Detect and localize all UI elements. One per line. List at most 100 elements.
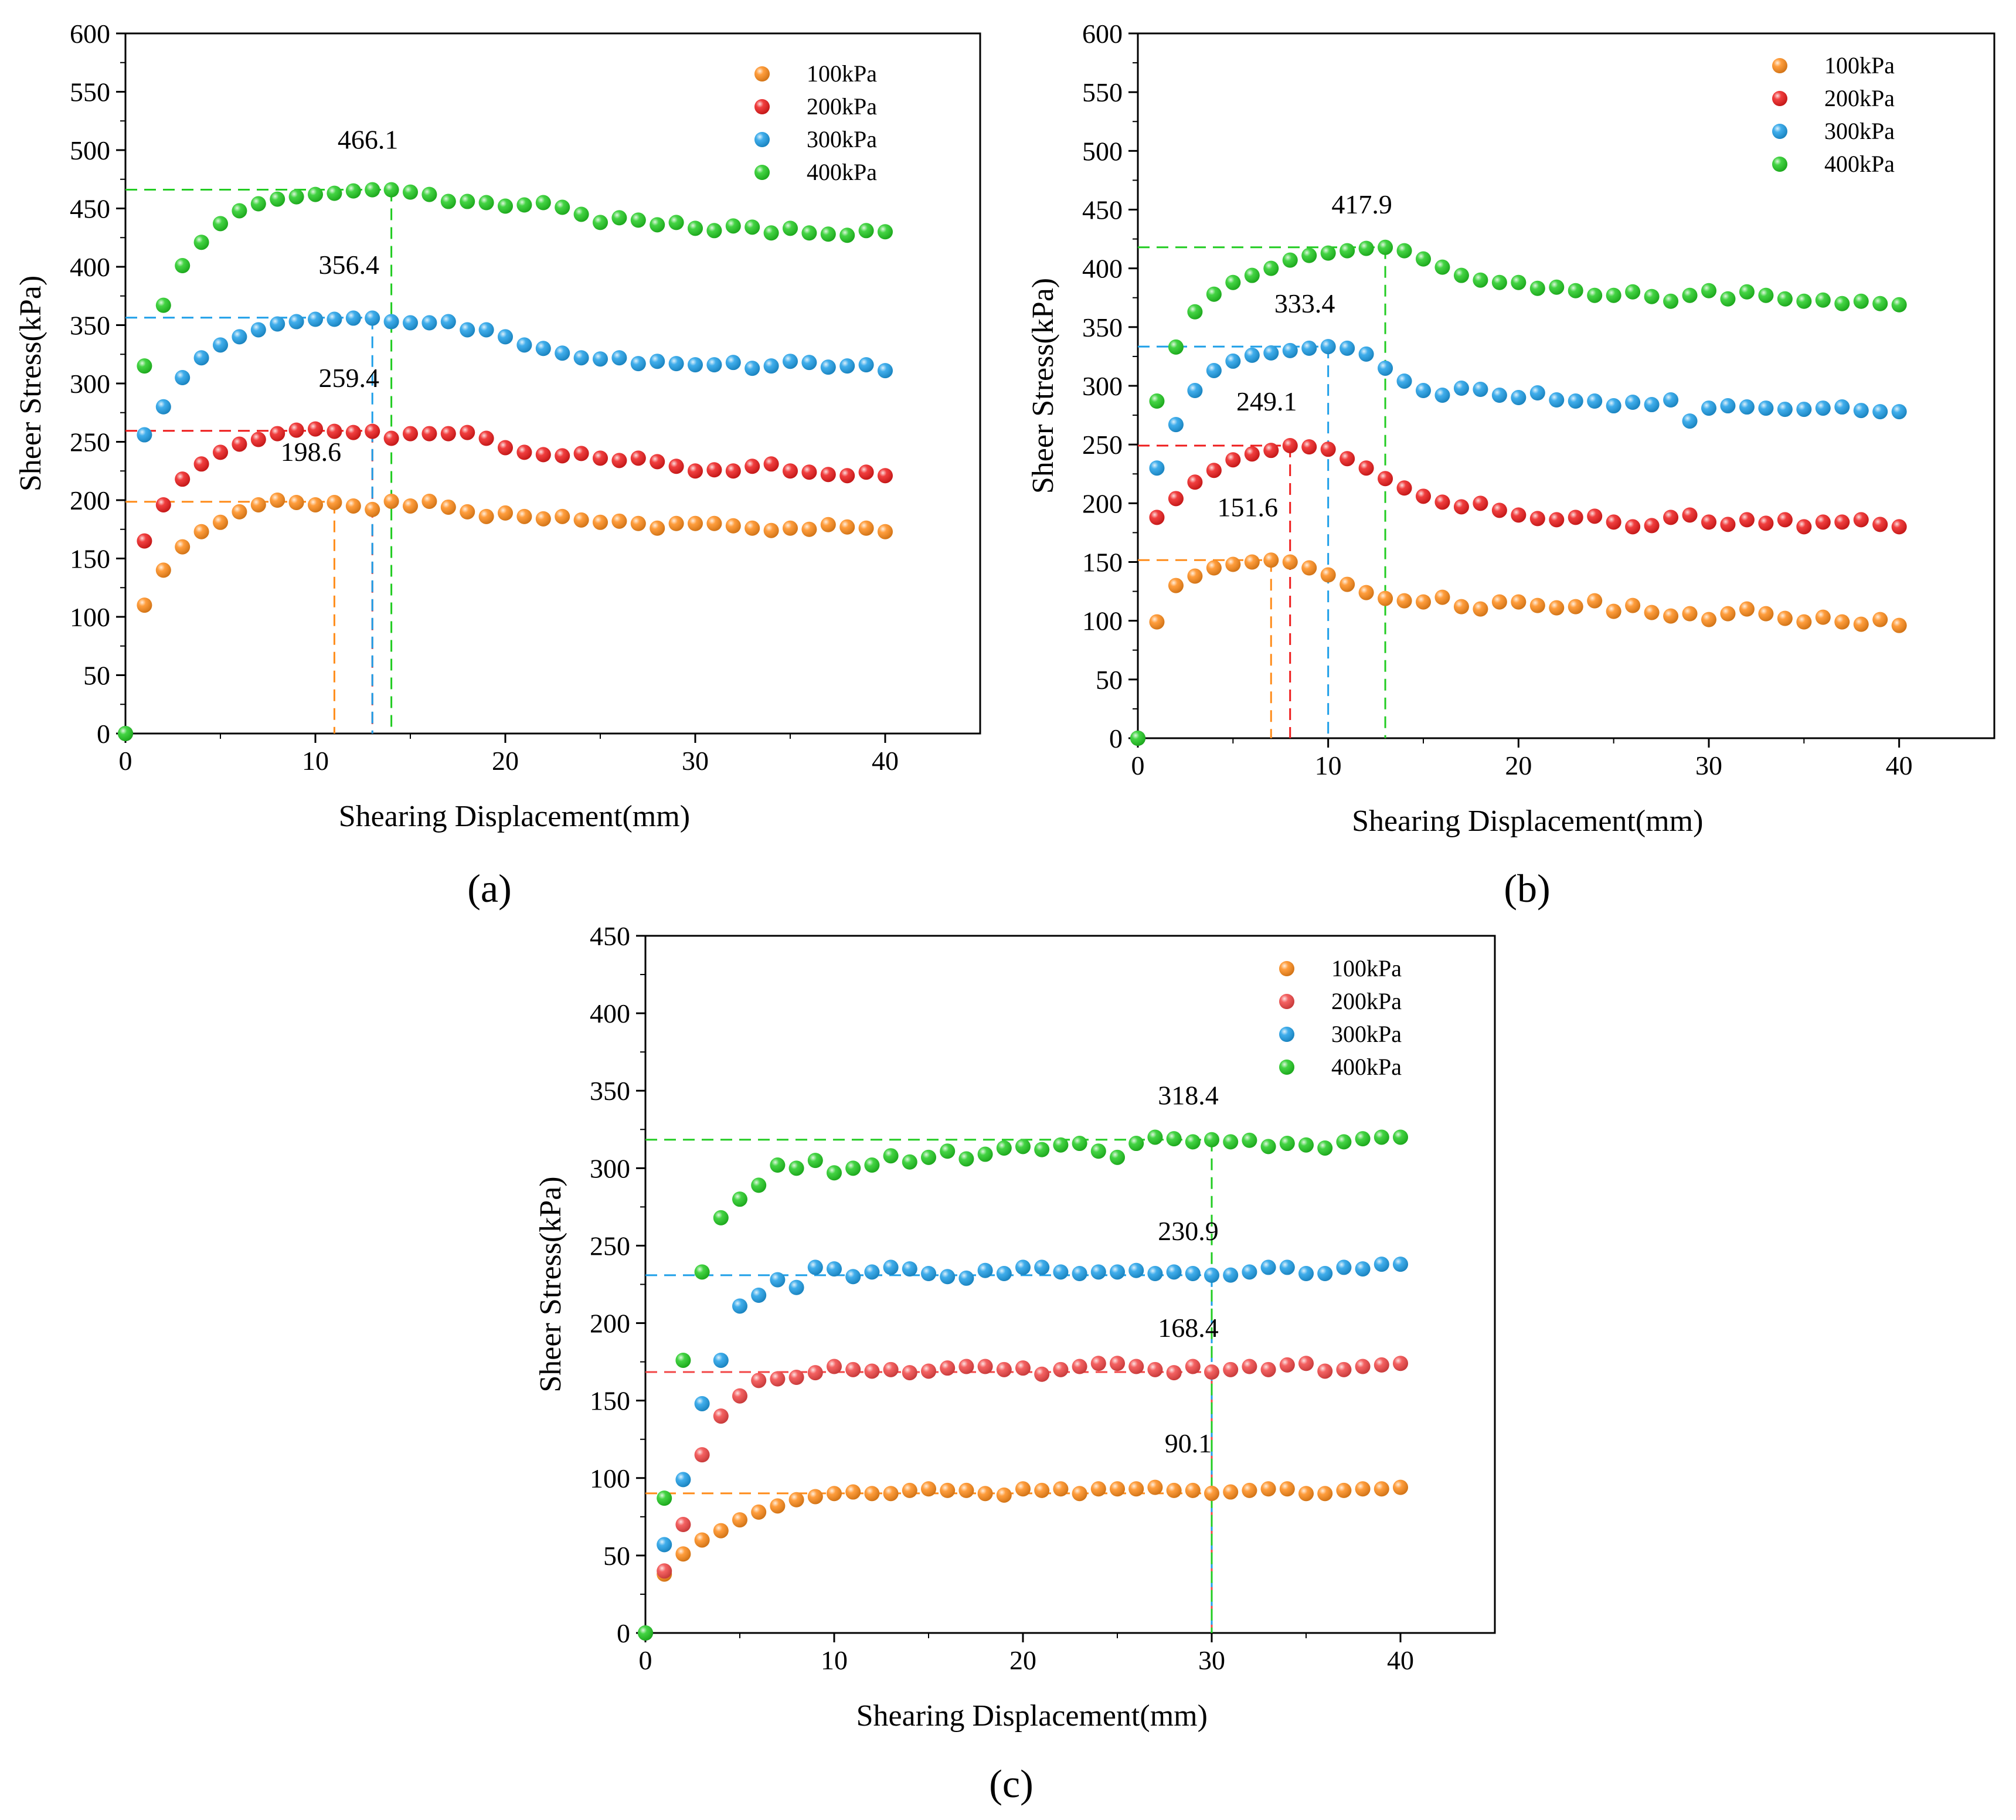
chart-c-point-shine — [807, 1153, 823, 1169]
chart-c-point-shine — [1090, 1143, 1106, 1159]
chart-a-point-shine — [688, 515, 703, 531]
chart-c-point-shine — [845, 1484, 861, 1500]
chart-c-point-shine — [1223, 1267, 1239, 1283]
chart-b-point-shine — [1320, 442, 1336, 457]
chart-a-point-shine — [232, 203, 247, 219]
chart-a-point-shine — [345, 310, 361, 326]
chart-c-point-shine — [1317, 1266, 1333, 1282]
panel-label-a: (a) — [467, 866, 511, 911]
chart-b-point-shine — [1796, 402, 1812, 417]
chart-a-point-shine — [137, 533, 152, 549]
chart-b-legend-label: 300kPa — [1824, 118, 1895, 144]
chart-b-point-shine — [1396, 480, 1412, 496]
chart-c-legend-marker-shine — [1279, 1027, 1294, 1042]
chart-a-point-shine — [308, 186, 323, 202]
chart-b-point-shine — [1396, 593, 1412, 609]
chart-b-point-shine — [1244, 347, 1260, 363]
chart-b-point-shine — [1739, 399, 1755, 415]
chart-b-point-shine — [1815, 400, 1831, 416]
chart-c-point-shine — [1298, 1356, 1314, 1371]
chart-c-point-shine — [1204, 1485, 1219, 1501]
chart-a-point-shine — [270, 426, 285, 442]
chart-b-point-shine — [1891, 617, 1907, 633]
chart-c-point-shine — [996, 1361, 1012, 1377]
chart-b-point-shine — [1777, 512, 1793, 528]
chart-b-point-shine — [1872, 517, 1888, 532]
chart-b-point-shine — [1682, 606, 1698, 622]
chart-b-point-shine — [1511, 390, 1527, 406]
chart-b-point-shine — [1663, 510, 1679, 525]
chart-c-point-shine — [770, 1498, 786, 1514]
chart-a-point-shine — [383, 314, 399, 330]
chart-c-point-shine — [864, 1363, 880, 1379]
chart-a-point-shine — [365, 423, 380, 439]
chart-c-point-shine — [1090, 1481, 1106, 1497]
chart-a-point-shine — [706, 462, 722, 478]
chart-c-point-shine — [1260, 1361, 1276, 1377]
chart-a-point-shine — [193, 350, 209, 366]
chart-c-point-shine — [694, 1395, 710, 1411]
chart-c-point-shine — [1242, 1264, 1257, 1280]
chart-b-point-shine — [1263, 443, 1279, 459]
chart-c-point-shine — [1298, 1486, 1314, 1502]
chart-a-point-shine — [725, 218, 741, 234]
chart-b-point-shine — [1568, 283, 1583, 298]
chart-c-point-shine — [788, 1370, 804, 1386]
chart-b-legend: 100kPa 200kPa 300kPa 400kPa — [1772, 52, 1895, 177]
chart-c-point-shine — [1072, 1486, 1087, 1502]
chart-b-point-shine — [1549, 600, 1565, 616]
chart-b-point-shine — [1453, 599, 1469, 614]
chart-a-point-shine — [478, 508, 494, 524]
chart-c-point-shine — [1279, 1481, 1295, 1497]
chart-a-x-axis-title: Shearing Displacement(mm) — [339, 800, 690, 833]
chart-b-point-shine — [1701, 400, 1716, 416]
chart-c-point-shine — [1185, 1134, 1201, 1150]
chart-c-point-shine — [1298, 1266, 1314, 1282]
chart-c-y-tick-label: 200 — [590, 1309, 630, 1339]
chart-c-point-shine — [807, 1489, 823, 1505]
chart-c-point-shine — [1185, 1482, 1201, 1498]
chart-a-point-shine — [421, 426, 437, 442]
chart-c-point-shine — [996, 1487, 1012, 1503]
chart-a-point-shine — [783, 354, 798, 369]
chart-b-point-shine — [1282, 437, 1298, 453]
chart-a-point-shine — [878, 363, 893, 379]
chart-a-x-tick-label: 30 — [682, 746, 709, 776]
chart-c-x-tick-label: 30 — [1198, 1645, 1225, 1675]
chart-b-point-shine — [1853, 512, 1869, 528]
chart-b-y-tick-label: 350 — [1082, 313, 1123, 342]
chart-c-y-tick-label: 450 — [590, 921, 630, 951]
chart-b-point-shine — [1282, 554, 1298, 570]
chart-c-point-shine — [694, 1447, 710, 1463]
chart-a-point-shine — [858, 464, 874, 480]
chart-c-legend: 100kPa 200kPa 300kPa 400kPa — [1279, 955, 1402, 1080]
chart-c-point-shine — [675, 1517, 691, 1533]
chart-c-point-shine — [1374, 1129, 1389, 1145]
chart-c-point-shine — [1260, 1139, 1276, 1155]
chart-b-point-shine — [1853, 293, 1869, 309]
chart-b-point-shine — [1263, 552, 1279, 568]
chart-c-point-shine — [902, 1482, 917, 1498]
chart-c-point-shine — [1317, 1363, 1333, 1379]
chart-c-point-shine — [1355, 1261, 1371, 1277]
chart-a-point-shine — [535, 195, 551, 210]
chart-c-point-shine — [827, 1165, 842, 1181]
chart-a-point-shine — [783, 220, 798, 236]
chart-a-point-shine — [421, 493, 437, 509]
chart-c-point-shine — [1110, 1356, 1125, 1371]
chart-c-point-shine — [1015, 1360, 1031, 1376]
chart-c-point-shine — [1317, 1486, 1333, 1502]
chart-c-point-shine — [732, 1388, 747, 1404]
chart-c-point-shine — [1185, 1266, 1201, 1282]
chart-a-legend-marker-shine — [754, 99, 770, 114]
chart-b-point-shine — [1149, 393, 1165, 409]
chart-c-point-shine — [1336, 1482, 1352, 1498]
chart-b-point-shine — [1453, 267, 1469, 283]
chart-b-point-shine — [1529, 511, 1545, 527]
chart-a-point-shine — [763, 522, 779, 538]
chart-c-point-shine — [1128, 1481, 1144, 1497]
chart-a-point-shine — [573, 350, 589, 366]
chart-b-x-tick-label: 20 — [1505, 751, 1532, 780]
chart-a-point-shine — [175, 370, 191, 386]
chart-a-point-shine — [421, 315, 437, 331]
